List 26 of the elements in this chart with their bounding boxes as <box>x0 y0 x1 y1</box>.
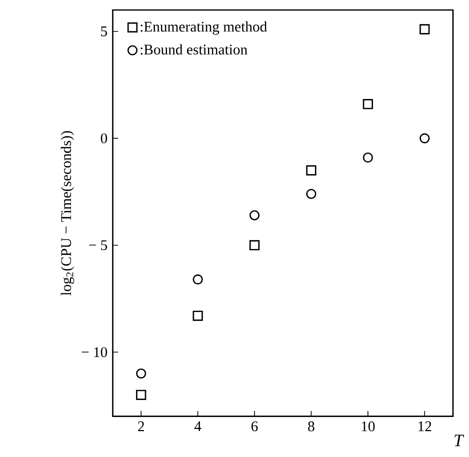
point <box>420 24 430 34</box>
x-tick-label: 8 <box>308 421 314 432</box>
x-tick-label: 2 <box>138 421 144 431</box>
point <box>306 165 316 176</box>
point <box>192 274 203 284</box>
y-tick-label: − 10 <box>82 347 108 357</box>
y-axis-title: log$_{2}$(CPU − Time(seconds)) <box>60 131 74 296</box>
legend-label: :Bound estimation <box>140 44 248 54</box>
point <box>420 133 430 144</box>
x-axis-title: T <box>454 434 464 446</box>
point <box>306 188 316 199</box>
point <box>136 368 146 378</box>
y-tick-label: 5 <box>101 26 108 36</box>
point <box>192 310 203 321</box>
x-tick-label: 10 <box>362 421 375 432</box>
x-tick-label: 4 <box>194 421 202 431</box>
legend-label: :Enumerating method <box>140 21 267 35</box>
x-tick-label: 6 <box>251 421 258 432</box>
point <box>249 210 260 220</box>
y-tick-label: − 5 <box>89 240 108 250</box>
x-tick-label: 12 <box>418 421 432 431</box>
y-tick-label: 0 <box>100 133 108 144</box>
point <box>362 152 373 162</box>
point <box>136 390 146 400</box>
point <box>362 98 373 110</box>
point <box>249 240 260 250</box>
